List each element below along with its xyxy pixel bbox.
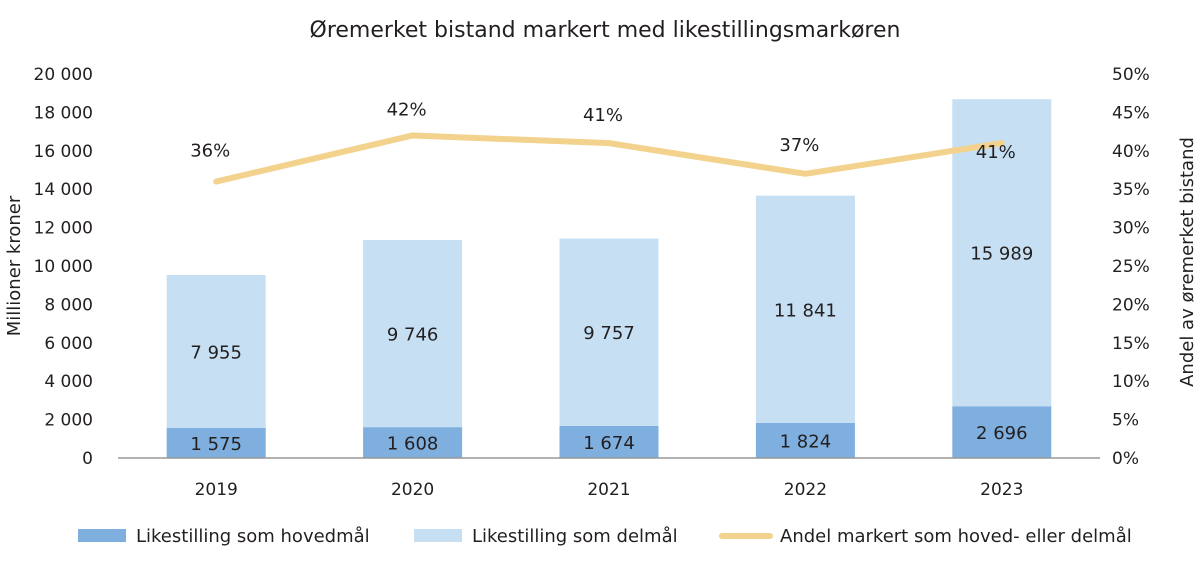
bar-data-label: 9 757	[583, 323, 635, 344]
bar-delmal	[363, 240, 463, 428]
legend-label: Andel markert som hoved- eller delmål	[780, 526, 1132, 547]
x-tick-label: 2023	[980, 480, 1023, 500]
bar-hovedmal	[952, 406, 1052, 458]
bar-data-label: 1 575	[190, 434, 242, 455]
bar-data-label: 1 608	[387, 434, 439, 455]
bar-data-label: 2 696	[976, 423, 1028, 444]
bar-data-label: 7 955	[190, 342, 242, 363]
y2-tick-label: 30%	[1112, 219, 1150, 239]
bar-data-label: 1 824	[780, 431, 832, 452]
y-tick-label: 10 000	[34, 257, 93, 277]
y-tick-label: 2 000	[44, 411, 93, 431]
y-tick-label: 14 000	[34, 180, 93, 200]
y-tick-label: 18 000	[34, 103, 93, 123]
y2-tick-label: 10%	[1112, 372, 1150, 392]
y-axis-label: Millioner kroner	[4, 195, 25, 336]
y-tick-label: 12 000	[34, 219, 93, 239]
line-data-label: 42%	[387, 99, 427, 120]
line-data-label: 37%	[779, 135, 819, 156]
legend-label: Likestilling som delmål	[472, 526, 678, 547]
y2-tick-label: 15%	[1112, 334, 1150, 354]
x-tick-label: 2021	[587, 480, 630, 500]
y2-tick-label: 50%	[1112, 65, 1150, 85]
bar-delmal	[166, 275, 266, 428]
x-tick-label: 2022	[784, 480, 827, 500]
y-tick-label: 8 000	[44, 295, 93, 315]
bar-data-label: 11 841	[774, 300, 837, 321]
y2-tick-label: 25%	[1112, 257, 1150, 277]
x-tick-label: 2020	[391, 480, 434, 500]
y2-tick-label: 45%	[1112, 103, 1150, 123]
chart-title: Øremerket bistand markert med likestilli…	[310, 18, 901, 43]
y2-tick-label: 0%	[1112, 449, 1139, 469]
bar-hovedmal	[559, 425, 659, 458]
bar-hovedmal	[166, 427, 266, 458]
bar-data-label: 9 746	[387, 325, 439, 346]
legend-swatch	[414, 529, 462, 542]
line-data-label: 41%	[976, 142, 1016, 163]
bar-data-label: 1 674	[583, 433, 635, 454]
y2-tick-label: 20%	[1112, 295, 1150, 315]
y-tick-label: 20 000	[34, 65, 93, 85]
legend-label: Likestilling som hovedmål	[136, 526, 370, 547]
y2-tick-label: 35%	[1112, 180, 1150, 200]
y-tick-label: 4 000	[44, 372, 93, 392]
line-andel	[213, 132, 1005, 185]
y2-axis-label: Andel av øremerket bistand	[1177, 137, 1198, 387]
y2-tick-label: 40%	[1112, 142, 1150, 162]
y-tick-label: 16 000	[34, 142, 93, 162]
bar-delmal	[559, 238, 659, 426]
bar-delmal	[755, 195, 855, 423]
y2-tick-label: 5%	[1112, 411, 1139, 431]
legend-swatch	[78, 529, 126, 542]
bar-data-label: 15 989	[970, 244, 1033, 265]
y-tick-label: 0	[82, 449, 93, 469]
bar-hovedmal	[363, 427, 463, 458]
bar-hovedmal	[755, 422, 855, 458]
y-tick-label: 6 000	[44, 334, 93, 354]
line-data-label: 36%	[190, 141, 230, 162]
x-tick-label: 2019	[195, 480, 238, 500]
line-data-label: 41%	[583, 105, 623, 126]
